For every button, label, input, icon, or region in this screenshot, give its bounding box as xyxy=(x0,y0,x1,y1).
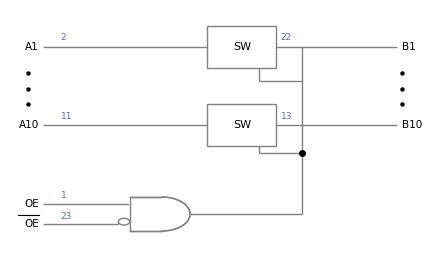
Text: 2: 2 xyxy=(60,33,66,42)
Text: 1: 1 xyxy=(60,191,66,200)
Bar xyxy=(207,26,276,68)
Bar xyxy=(207,104,276,146)
Text: OE: OE xyxy=(24,220,39,229)
Text: 11: 11 xyxy=(60,112,72,121)
Polygon shape xyxy=(130,197,190,231)
Text: A1: A1 xyxy=(25,42,39,52)
Text: A10: A10 xyxy=(19,120,39,130)
Text: B10: B10 xyxy=(402,120,422,130)
Text: OE: OE xyxy=(24,199,39,209)
Text: SW: SW xyxy=(233,42,251,52)
Text: 22: 22 xyxy=(281,33,292,42)
Circle shape xyxy=(118,218,130,225)
Text: 13: 13 xyxy=(281,112,292,121)
Text: B1: B1 xyxy=(402,42,416,52)
Text: SW: SW xyxy=(233,120,251,130)
Text: 23: 23 xyxy=(60,212,72,221)
